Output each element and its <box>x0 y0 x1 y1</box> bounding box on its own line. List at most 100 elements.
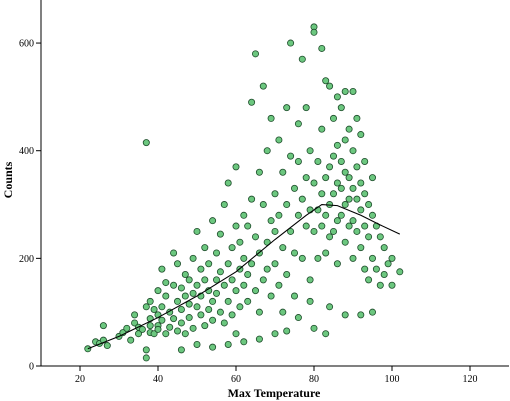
data-point <box>368 211 376 219</box>
data-point <box>345 195 353 203</box>
data-point <box>228 311 236 319</box>
data-point <box>294 157 302 165</box>
data-point <box>271 330 279 338</box>
data-point <box>283 270 291 278</box>
data-point <box>318 44 326 52</box>
data-point <box>376 233 384 241</box>
data-point <box>361 157 369 165</box>
data-point <box>361 190 369 198</box>
y-tick-label: 400 <box>19 146 34 157</box>
data-point <box>142 354 150 362</box>
data-point <box>326 303 334 311</box>
data-point <box>166 323 174 331</box>
data-point <box>173 260 181 268</box>
data-point <box>212 289 220 297</box>
data-point <box>271 227 279 235</box>
x-tick-label: 60 <box>231 374 241 385</box>
data-point <box>283 104 291 112</box>
data-point <box>290 249 298 257</box>
data-point <box>131 319 139 327</box>
data-point <box>361 222 369 230</box>
data-point <box>345 125 353 133</box>
data-point <box>240 281 248 289</box>
data-point <box>279 168 287 176</box>
data-point <box>224 340 232 348</box>
data-point <box>212 249 220 257</box>
data-point <box>177 284 185 292</box>
data-point <box>318 190 326 198</box>
data-point <box>333 260 341 268</box>
data-point <box>158 265 166 273</box>
data-point <box>380 270 388 278</box>
data-point <box>123 324 131 332</box>
data-point <box>259 201 267 209</box>
data-point <box>255 168 263 176</box>
data-point <box>318 222 326 230</box>
data-point <box>170 249 178 257</box>
data-point <box>357 206 365 214</box>
data-point <box>224 297 232 305</box>
data-point <box>209 217 217 225</box>
data-point <box>181 270 189 278</box>
data-point <box>310 227 318 235</box>
data-point <box>341 136 349 144</box>
data-point <box>294 120 302 128</box>
data-point <box>173 297 181 305</box>
data-point <box>294 211 302 219</box>
data-point <box>189 324 197 332</box>
data-point <box>368 308 376 316</box>
data-point <box>310 28 318 36</box>
data-point <box>271 260 279 268</box>
data-point <box>349 88 357 96</box>
data-point <box>197 311 205 319</box>
data-point <box>357 179 365 187</box>
data-point <box>154 325 162 333</box>
y-tick-label: 0 <box>29 362 34 373</box>
data-point <box>263 265 271 273</box>
data-point <box>150 305 158 313</box>
data-point <box>232 330 240 338</box>
data-point <box>275 281 283 289</box>
data-point <box>131 311 139 319</box>
data-point <box>244 222 252 230</box>
data-point <box>216 308 224 316</box>
x-tick-label: 20 <box>75 374 85 385</box>
x-tick-label: 80 <box>309 374 319 385</box>
data-point <box>177 319 185 327</box>
data-point <box>302 222 310 230</box>
data-point <box>267 292 275 300</box>
data-point <box>326 82 334 90</box>
data-point <box>337 157 345 165</box>
data-point <box>345 222 353 230</box>
data-point <box>267 217 275 225</box>
data-point <box>224 179 232 187</box>
data-point <box>279 244 287 252</box>
data-point <box>322 174 330 182</box>
data-point <box>251 287 259 295</box>
x-axis-title: Max Temperature <box>228 386 321 400</box>
data-point <box>337 104 345 112</box>
data-point <box>306 276 314 284</box>
data-point <box>236 303 244 311</box>
data-point <box>361 265 369 273</box>
data-point <box>209 343 217 351</box>
data-point <box>337 211 345 219</box>
data-point <box>142 139 150 147</box>
data-point <box>322 211 330 219</box>
data-point <box>267 114 275 122</box>
data-point <box>314 254 322 262</box>
data-point <box>240 254 248 262</box>
data-point <box>251 233 259 241</box>
data-point <box>341 88 349 96</box>
data-point <box>212 276 220 284</box>
data-point <box>216 268 224 276</box>
x-tick-label: 40 <box>153 374 163 385</box>
data-point <box>255 308 263 316</box>
data-point <box>209 316 217 324</box>
data-point <box>162 279 170 287</box>
data-point <box>275 211 283 219</box>
data-point <box>329 152 337 160</box>
data-point <box>376 281 384 289</box>
data-point <box>357 244 365 252</box>
data-point <box>337 184 345 192</box>
